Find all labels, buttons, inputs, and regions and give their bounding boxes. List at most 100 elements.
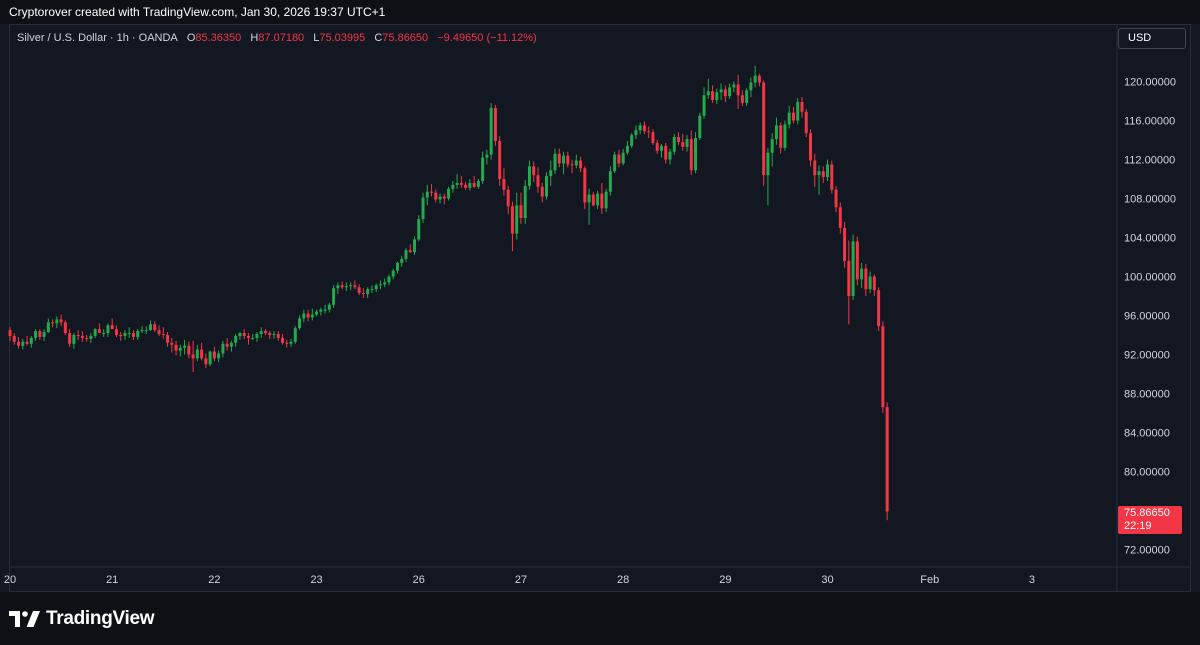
candle-body — [417, 218, 421, 240]
candle-body — [255, 334, 259, 338]
candle-body — [583, 168, 587, 203]
price-tick-label: 116.00000 — [1124, 116, 1175, 128]
attribution-header: Cryptorover created with TradingView.com… — [0, 0, 1200, 24]
bar-countdown: 22:19 — [1124, 520, 1152, 532]
candle-body — [472, 182, 476, 187]
close-value: 75.86650 — [382, 32, 429, 44]
candle-body — [498, 141, 502, 180]
price-axis[interactable]: 124.00000120.00000116.00000112.00000108.… — [1116, 24, 1176, 591]
candle-body — [519, 205, 523, 219]
change-value: −9.49650 (−11.12%) — [437, 32, 537, 44]
candle-body — [506, 189, 510, 207]
candle-body — [745, 90, 749, 103]
candle-body — [579, 160, 583, 169]
time-axis[interactable]: 20 21 22 23 26 27 28 29 30 Feb 3 — [4, 566, 1191, 586]
candle-body — [527, 166, 531, 186]
candle-body — [336, 285, 340, 289]
candle-body — [791, 112, 795, 121]
candle-body — [613, 154, 617, 172]
tradingview-logo[interactable]: TradingView — [9, 607, 155, 631]
price-tick-label: 108.00000 — [1124, 194, 1176, 206]
candle-body — [246, 335, 250, 338]
candle-body — [327, 304, 331, 310]
candle-body — [677, 137, 681, 142]
candle-body — [212, 351, 216, 359]
candle-body — [817, 171, 821, 176]
candle-body — [783, 124, 787, 148]
candle-body — [766, 152, 770, 176]
candle-body — [127, 333, 131, 335]
candle-body — [762, 82, 766, 176]
time-tick-label: 22 — [208, 574, 220, 586]
time-tick-label: 27 — [515, 574, 527, 586]
candle-body — [102, 333, 106, 335]
candle-body — [587, 194, 591, 203]
candle-body — [191, 354, 195, 359]
candle-body — [489, 107, 493, 155]
candle-body — [834, 189, 838, 208]
candle-body — [813, 160, 817, 176]
candle-body — [545, 176, 549, 197]
candle-body — [306, 313, 310, 318]
candle-body — [51, 322, 55, 324]
candle-body — [110, 325, 114, 330]
symbol-legend: Silver / U.S. Dollar · 1h · OANDA O85.36… — [17, 32, 537, 44]
candle-body — [851, 241, 855, 296]
candle-body — [770, 139, 774, 153]
candle-body — [225, 343, 229, 347]
candle-body — [72, 334, 76, 344]
candle-body — [263, 331, 267, 334]
candle-body — [625, 145, 629, 153]
candle-body — [809, 133, 813, 161]
footer — [0, 592, 1200, 645]
candle-body — [796, 102, 800, 121]
candle-body — [76, 334, 80, 336]
candle-body — [85, 337, 89, 339]
price-tick-label: 80.00000 — [1124, 466, 1170, 478]
candle-body — [242, 333, 246, 336]
candle-body — [55, 319, 59, 324]
chart-frame[interactable] — [9, 24, 1191, 592]
candle-body — [864, 268, 868, 290]
candle-body — [668, 151, 672, 160]
tradingview-logo-icon — [9, 611, 40, 627]
candle-body — [655, 142, 659, 151]
candle-body — [591, 194, 595, 206]
candle-body — [170, 342, 174, 345]
candle-body — [830, 164, 834, 190]
price-tick-label: 96.00000 — [1124, 310, 1170, 322]
candle-body — [681, 141, 685, 147]
candle-body — [647, 131, 651, 133]
time-tick-label: 30 — [821, 574, 833, 586]
candle-body — [651, 132, 655, 143]
candle-body — [157, 330, 161, 335]
time-tick-label: 28 — [617, 574, 629, 586]
candle-body — [553, 153, 557, 171]
candle-body — [740, 95, 744, 103]
candle-body — [715, 92, 719, 101]
price-tick-label: 88.00000 — [1124, 388, 1170, 400]
candle-body — [510, 206, 514, 234]
candle-body — [221, 343, 225, 354]
candle-body — [728, 87, 732, 97]
time-tick-label: 23 — [310, 574, 322, 586]
candle-body — [310, 314, 314, 318]
candle-body — [468, 182, 472, 188]
price-tick-label: 120.00000 — [1124, 77, 1176, 89]
price-tick-label: 104.00000 — [1124, 233, 1176, 245]
currency-button[interactable]: USD — [1118, 28, 1186, 49]
candle-body — [719, 89, 723, 93]
candle-body — [659, 145, 663, 151]
candle-body — [408, 250, 412, 253]
candle-body — [847, 260, 851, 296]
candle-body — [872, 276, 876, 291]
candle-body — [493, 107, 497, 142]
candle-body — [562, 155, 566, 164]
candle-body — [400, 258, 404, 263]
candle-body — [438, 196, 442, 200]
candle-body — [532, 166, 536, 176]
candle-body — [21, 341, 25, 346]
candle-body — [638, 125, 642, 131]
candle-body — [106, 325, 110, 334]
